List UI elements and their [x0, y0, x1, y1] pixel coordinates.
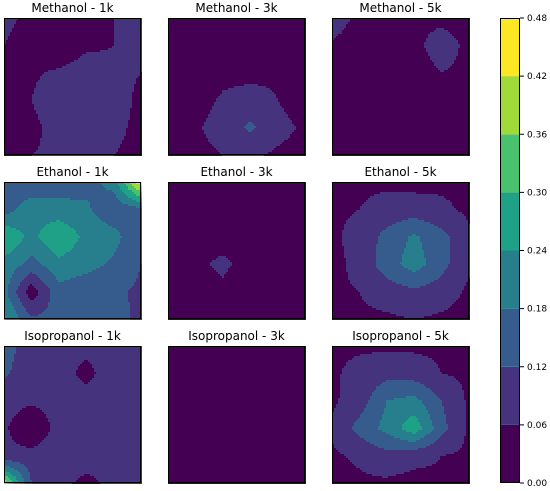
panel-methanol-3k: Methanol - 3k	[168, 1, 306, 156]
panel-isopropanol-1k: Isopropanol - 1k	[4, 329, 142, 484]
colorbar-tick-label: 0.30	[527, 188, 547, 198]
colorbar-tick-label: 0.48	[527, 14, 547, 24]
panel-ethanol-1k: Ethanol - 1k	[4, 165, 142, 320]
panel-methanol-1k: Methanol - 1k	[4, 1, 142, 156]
contour-field	[332, 346, 470, 484]
panel-title: Methanol - 3k	[195, 1, 277, 15]
panel-title: Methanol - 1k	[31, 1, 113, 15]
colorbar-band	[500, 18, 520, 76]
panel-ethanol-5k: Ethanol - 5k	[332, 165, 470, 320]
panel-title: Isopropanol - 1k	[24, 329, 121, 343]
panel-ethanol-3k: Ethanol - 3k	[168, 165, 306, 320]
colorbar-band	[500, 367, 520, 425]
contour-field	[4, 346, 142, 484]
colorbar-tick-label: 0.42	[527, 72, 547, 82]
colorbar: 0.00 0.06 0.12 0.18 0.24 0.30 0.36 0.42 0.48	[500, 14, 547, 489]
colorbar-tick-label: 0.06	[527, 421, 547, 431]
colorbar-band	[500, 134, 520, 192]
contour-field	[332, 182, 470, 320]
panel-title: Ethanol - 5k	[364, 165, 436, 179]
colorbar-tick-label: 0.36	[527, 130, 547, 140]
panel-title: Isopropanol - 3k	[188, 329, 285, 343]
panel-title: Isopropanol - 5k	[352, 329, 449, 343]
panel-methanol-5k: Methanol - 5k	[332, 1, 470, 156]
contour-field	[168, 182, 306, 320]
colorbar-tick-label: 0.12	[527, 363, 547, 373]
colorbar-band	[500, 251, 520, 309]
contour-field	[4, 18, 142, 156]
colorbar-tick-label: 0.24	[527, 247, 547, 257]
contour-field	[168, 346, 306, 484]
contour-field	[332, 18, 470, 156]
colorbar-band	[500, 76, 520, 134]
panel-title: Ethanol - 3k	[200, 165, 272, 179]
colorbar-band	[500, 425, 520, 483]
colorbar-tick-label: 0.18	[527, 305, 547, 315]
contour-field	[4, 182, 142, 320]
panel-isopropanol-3k: Isopropanol - 3k	[168, 329, 306, 484]
colorbar-tick-label: 0.00	[527, 479, 547, 489]
panel-title: Ethanol - 1k	[36, 165, 108, 179]
panel-isopropanol-5k: Isopropanol - 5k	[332, 329, 470, 484]
colorbar-band	[500, 309, 520, 367]
contour-field	[168, 18, 306, 156]
colorbar-band	[500, 192, 520, 250]
panel-title: Methanol - 5k	[359, 1, 441, 15]
